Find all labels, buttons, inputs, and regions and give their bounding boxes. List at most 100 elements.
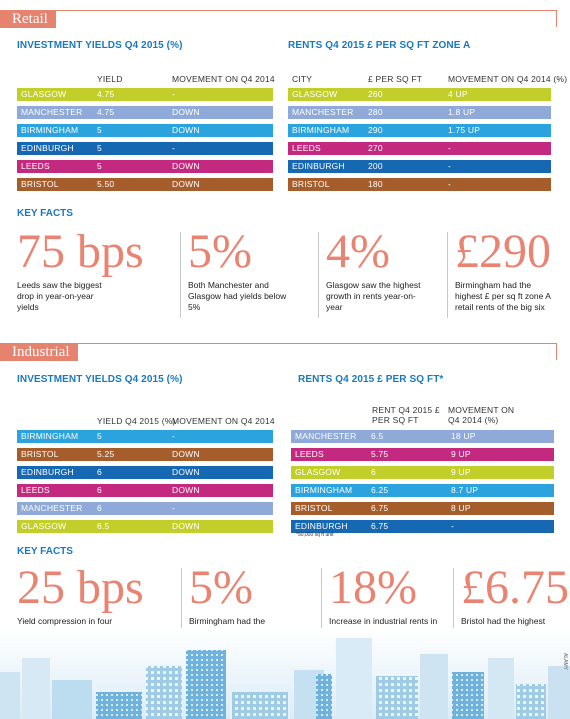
cell-city: BIRMINGHAM <box>21 125 79 135</box>
cell-rent: 200 <box>368 161 383 171</box>
table-row: BIRMINGHAM 5 - <box>17 430 273 443</box>
cell-movement: DOWN <box>172 449 200 459</box>
table-row: LEEDS 5.75 9 UP <box>291 448 554 461</box>
industrial-rents-title: RENTS Q4 2015 £ PER SQ FT* <box>298 374 444 385</box>
key-fact-description: Leeds saw the biggest drop in year-on-ye… <box>17 280 102 312</box>
table-row: BRISTOL 6.75 8 UP <box>291 502 554 515</box>
table-row: MANCHESTER 4.75 DOWN <box>17 106 273 119</box>
table-row: BIRMINGHAM 6.25 8.7 UP <box>291 484 554 497</box>
cell-movement: DOWN <box>172 179 200 189</box>
key-fact-figure: 5% <box>189 561 253 614</box>
key-fact-figure: £290 <box>455 225 551 278</box>
cell-city: MANCHESTER <box>295 431 357 441</box>
table-row: LEEDS 270 - <box>288 142 551 155</box>
key-fact: 75 bps Leeds saw the biggest drop in year… <box>17 228 144 313</box>
cell-rent: 6.25 <box>371 485 389 495</box>
cell-yield: 5 <box>97 161 102 171</box>
table-row: LEEDS 5 DOWN <box>17 160 273 173</box>
fact-divider <box>453 568 454 654</box>
industrial-rents-header-rent: RENT Q4 2015 £ PER SQ FT <box>372 405 440 425</box>
retail-yields-header-yield: YIELD <box>97 74 123 84</box>
cell-movement: - <box>451 521 455 531</box>
retail-rents-header-city: CITY <box>292 74 313 84</box>
retail-section-header: Retail <box>0 10 557 28</box>
cell-city: MANCHESTER <box>21 107 83 117</box>
retail-rents-header-movement: MOVEMENT ON Q4 2014 (%) <box>448 74 568 84</box>
cell-movement: DOWN <box>172 485 200 495</box>
table-row: EDINBURGH 200 - <box>288 160 551 173</box>
industrial-yields-header-movement: MOVEMENT ON Q4 2014 <box>172 416 275 426</box>
industrial-rents-footnote: *50,000 sq ft unit <box>296 532 334 538</box>
table-row: BRISTOL 5.25 DOWN <box>17 448 273 461</box>
retail-rents-title: RENTS Q4 2015 £ PER SQ FT ZONE A <box>288 40 471 51</box>
cell-movement: 4 UP <box>448 89 468 99</box>
fact-divider <box>321 568 322 654</box>
cell-rent: 180 <box>368 179 383 189</box>
cell-city: MANCHESTER <box>292 107 354 117</box>
retail-section-label: Retail <box>0 10 56 28</box>
cell-city: EDINBURGH <box>21 467 74 477</box>
key-fact: 4% Glasgow saw the highest growth in rent… <box>326 228 421 313</box>
cell-rent: 6.5 <box>371 431 384 441</box>
cell-city: GLASGOW <box>295 467 341 477</box>
cell-movement: - <box>448 161 452 171</box>
cell-movement: - <box>172 503 176 513</box>
cell-yield: 5 <box>97 431 102 441</box>
table-row: BIRMINGHAM 290 1.75 UP <box>288 124 551 137</box>
table-row: LEEDS 6 DOWN <box>17 484 273 497</box>
cell-city: GLASGOW <box>292 89 338 99</box>
key-fact-description: Glasgow saw the highest growth in rents … <box>326 280 421 312</box>
cell-yield: 6 <box>97 467 102 477</box>
fact-divider <box>181 568 182 654</box>
industrial-yields-header-yield: YIELD Q4 2015 (%) <box>97 416 176 426</box>
retail-yields-title: INVESTMENT YIELDS Q4 2015 (%) <box>17 40 183 51</box>
cell-city: LEEDS <box>292 143 321 153</box>
key-fact-figure: 75 bps <box>17 225 144 278</box>
cell-yield: 4.75 <box>97 107 115 117</box>
key-fact: 5%Birmingham had the lowest yield <box>189 564 289 638</box>
cell-yield: 5 <box>97 125 102 135</box>
fact-divider <box>447 232 448 318</box>
table-row: EDINBURGH 5 - <box>17 142 273 155</box>
table-row: BRISTOL 180 - <box>288 178 551 191</box>
fact-divider <box>318 232 319 318</box>
industrial-section-header: Industrial <box>0 343 557 361</box>
cell-movement: DOWN <box>172 161 200 171</box>
key-fact-figure: £6.75 <box>461 561 569 614</box>
table-row: GLASGOW 6.5 DOWN <box>17 520 273 533</box>
cell-movement: DOWN <box>172 467 200 477</box>
cell-movement: 8.7 UP <box>451 485 479 495</box>
cell-movement: - <box>448 179 452 189</box>
industrial-section-label: Industrial <box>0 343 78 361</box>
photo-credit: ALAMY <box>562 653 568 670</box>
table-row: EDINBURGH 6 DOWN <box>17 466 273 479</box>
cell-rent: 290 <box>368 125 383 135</box>
key-fact-figure: 25 bps <box>17 561 144 614</box>
cell-yield: 5 <box>97 143 102 153</box>
fact-divider <box>180 232 181 318</box>
key-fact-figure: 18% <box>329 561 417 614</box>
cell-city: LEEDS <box>21 485 50 495</box>
cell-movement: - <box>172 89 176 99</box>
table-row: GLASGOW 4.75 - <box>17 88 273 101</box>
cell-rent: 6 <box>371 467 376 477</box>
retail-yields-header-movement: MOVEMENT ON Q4 2014 <box>172 74 275 84</box>
cell-rent: 260 <box>368 89 383 99</box>
cell-movement: - <box>172 143 176 153</box>
cell-city: BRISTOL <box>21 179 59 189</box>
table-row: BIRMINGHAM 5 DOWN <box>17 124 273 137</box>
cell-movement: DOWN <box>172 125 200 135</box>
key-fact: £290 Birmingham had the highest £ per sq … <box>455 228 555 313</box>
table-row: EDINBURGH 6.75 - <box>291 520 554 533</box>
table-row: MANCHESTER 280 1.8 UP <box>288 106 551 119</box>
table-row: GLASGOW 6 9 UP <box>291 466 554 479</box>
cell-movement: - <box>172 431 176 441</box>
cell-rent: 270 <box>368 143 383 153</box>
cell-yield: 6 <box>97 485 102 495</box>
retail-rents-header-rent: £ PER SQ FT <box>368 74 423 84</box>
cell-yield: 6.5 <box>97 521 110 531</box>
cell-city: BRISTOL <box>21 449 59 459</box>
industrial-yields-title: INVESTMENT YIELDS Q4 2015 (%) <box>17 374 183 385</box>
